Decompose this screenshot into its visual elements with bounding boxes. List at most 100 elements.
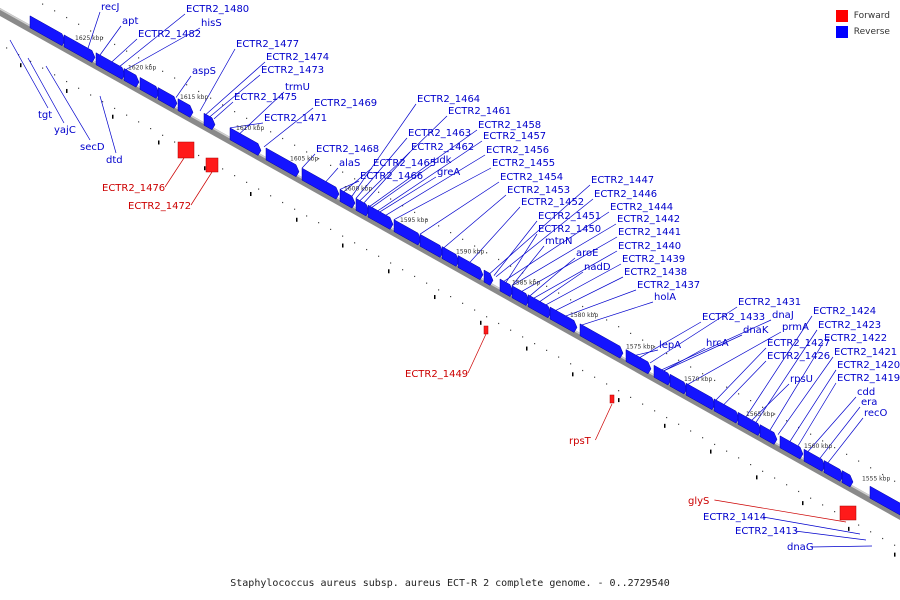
leader-line (263, 107, 314, 148)
leader-line (199, 48, 236, 112)
gene-label-reverse: ECTR2_1441 (618, 227, 681, 238)
gene-label-reverse: ECTR2_1473 (261, 65, 324, 76)
gene-label-reverse: ECTR2_1480 (186, 4, 249, 15)
gene-label-reverse: dnaK (743, 325, 769, 336)
leader-line (87, 11, 101, 49)
gene-label-reverse: ECTR2_1469 (314, 98, 377, 109)
gene-label-reverse: ECTR2_1452 (521, 197, 584, 208)
gene-label-reverse: tgt (38, 110, 52, 121)
gene-label-reverse: ECTR2_1424 (813, 306, 876, 317)
gene-label-reverse: ECTR2_1423 (818, 320, 881, 331)
gene-label-reverse: ECTR2_1440 (618, 241, 681, 252)
kbp-label: 1580 kbp (570, 312, 598, 319)
leader-line (359, 115, 448, 201)
kbp-label: 1590 kbp (456, 248, 484, 255)
leader-line (565, 289, 637, 317)
kbp-label: 1605 kbp (290, 155, 318, 162)
leader-line (819, 406, 861, 459)
leader-line (723, 360, 767, 405)
gene-label-reverse: ECTR2_1439 (622, 254, 685, 265)
leader-line (810, 545, 873, 548)
reverse-gene-block (123, 68, 140, 88)
reverse-gene-block (229, 127, 262, 156)
kbp-label: 1620 kbp (128, 65, 156, 72)
leader-line (205, 61, 266, 115)
gene-label-reverse: ECTR2_1446 (594, 189, 657, 200)
leader-line (45, 65, 91, 141)
leader-line (175, 75, 192, 98)
leader-line (745, 315, 813, 417)
gene-label-reverse: ECTR2_1427 (767, 338, 830, 349)
gene-label-reverse: alaS (339, 158, 360, 169)
gene-label-reverse: ECTR2_1414 (703, 512, 766, 523)
reverse-gene-block (265, 147, 300, 178)
leader-line (213, 101, 234, 120)
leader-line (521, 236, 618, 292)
gene-label-reverse: ECTR2_1474 (266, 52, 329, 63)
gene-label-reverse: lepA (659, 340, 681, 351)
leader-line (533, 250, 618, 299)
gene-label-forward: ECTR2_1449 (405, 369, 468, 380)
reverse-gene-block (737, 411, 762, 436)
gene-label-reverse: aroE (576, 248, 598, 259)
gene-label-reverse: ECTR2_1471 (264, 113, 327, 124)
reverse-gene-block (483, 269, 494, 286)
leader-line (301, 153, 316, 169)
kbp-label: 1610 kbp (236, 125, 264, 132)
leader-line-forward (164, 157, 185, 188)
reverse-gene-block (869, 485, 900, 516)
reverse-gene-block (157, 87, 178, 109)
gene-label-reverse: greA (437, 167, 460, 178)
gene-label-reverse: ECTR2_1457 (483, 131, 546, 142)
leader-line-forward (714, 499, 847, 523)
reverse-gene-block (527, 294, 552, 319)
leader-line (555, 276, 624, 311)
gene-label-reverse: yajC (54, 125, 76, 136)
gene-label-reverse: nadD (584, 262, 611, 273)
leader-line (369, 129, 478, 207)
kbp-label: 1560 kbp (804, 443, 832, 450)
reverse-gene-block (29, 15, 66, 47)
gene-label-reverse: ECTR2_1437 (637, 280, 700, 291)
leader-line (111, 38, 138, 62)
leader-line (489, 184, 591, 274)
gene-label-reverse: recJ (101, 2, 120, 13)
reverse-gene-block (301, 167, 340, 200)
forward-gene-block (177, 141, 195, 159)
reverse-gene-block (823, 460, 844, 482)
reverse-gene-block (339, 188, 356, 209)
kbp-label: 1615 kbp (180, 94, 208, 101)
gene-label-reverse: ECTR2_1444 (610, 202, 673, 213)
leader-line (27, 57, 65, 124)
gene-blocks (29, 15, 900, 521)
leader-line (539, 271, 584, 302)
leader-line (339, 180, 360, 190)
forward-gene-block (609, 394, 615, 404)
leader-line (443, 194, 507, 248)
gene-label-reverse: dnaJ (772, 310, 794, 321)
legend-reverse: Reverse (835, 24, 890, 40)
leader-line (715, 347, 767, 401)
gene-label-reverse: ECTR2_1475 (234, 92, 297, 103)
leader-line (503, 211, 610, 282)
leader-line (797, 382, 837, 447)
forward-swatch (835, 10, 848, 22)
gene-label-reverse: ECTR2_1456 (486, 145, 549, 156)
reverse-swatch (835, 26, 848, 38)
forward-gene-block (205, 157, 219, 173)
leader-line (807, 396, 857, 452)
forward-gene-block (483, 325, 489, 335)
reverse-gene-block (669, 373, 688, 395)
reverse-gene-block (139, 76, 160, 99)
reverse-gene-block (511, 285, 530, 306)
gene-label-reverse: ECTR2_1426 (767, 351, 830, 362)
gene-label-reverse: ECTR2_1433 (702, 312, 765, 323)
leader-line (663, 347, 706, 372)
gene-label-reverse: ECTR2_1447 (591, 175, 654, 186)
leader-line (649, 306, 738, 364)
leader-line (545, 263, 622, 306)
gene-label-reverse: ECTR2_1463 (408, 128, 471, 139)
leader-line (827, 417, 864, 463)
leader-line (343, 167, 373, 192)
